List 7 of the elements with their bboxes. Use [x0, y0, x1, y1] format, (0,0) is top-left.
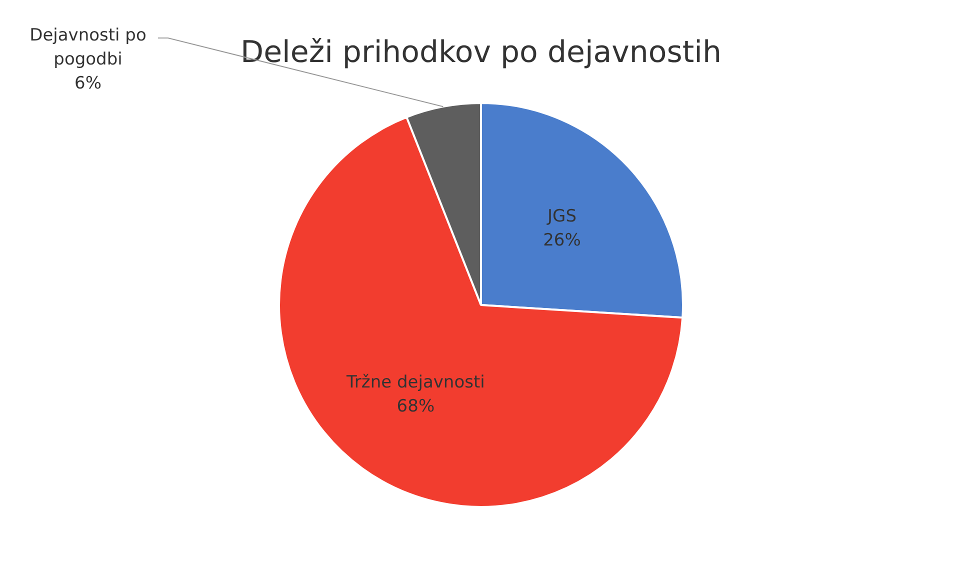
slice-label: Dejavnosti po pogodbi — [30, 25, 146, 70]
slice-label: JGS — [546, 206, 576, 226]
data-label: 26% — [543, 230, 581, 250]
chart-title: Deleži prihodkov po dejavnostih — [240, 34, 722, 70]
data-label: 68% — [396, 396, 435, 416]
data-label: 6% — [74, 73, 102, 94]
slice-label: Tržne dejavnosti — [346, 372, 485, 392]
